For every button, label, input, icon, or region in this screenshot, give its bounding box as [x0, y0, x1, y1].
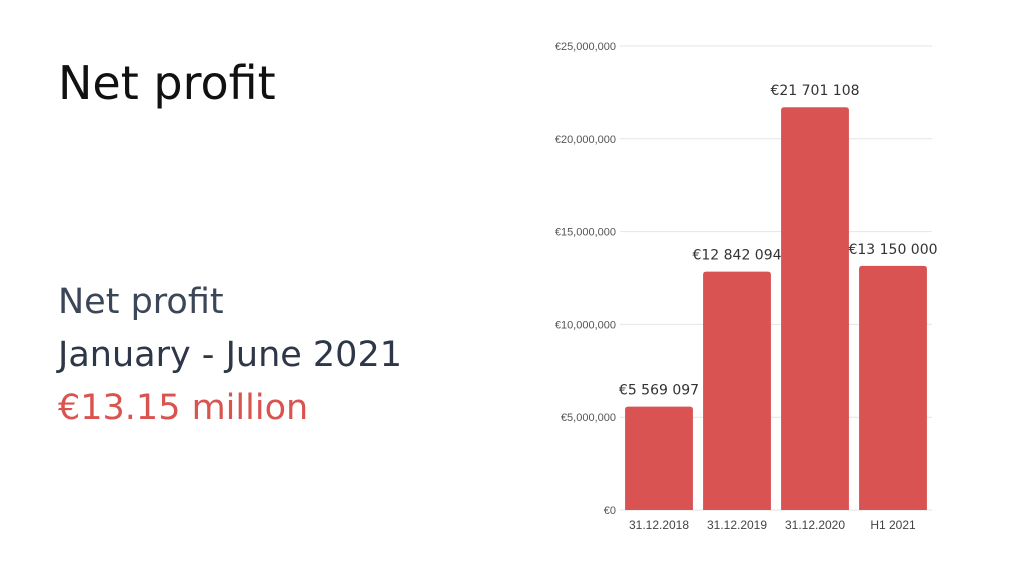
y-tick-label: €20,000,000 — [555, 134, 616, 146]
y-tick-label: €5,000,000 — [561, 412, 616, 424]
bars — [625, 107, 927, 511]
bar-value-label: €21 701 108 — [770, 83, 859, 99]
bar — [781, 107, 849, 511]
value-labels: €5 569 097 €12 842 094 €21 701 108 €13 150 … — [619, 83, 938, 398]
category-label: 31.12.2018 — [629, 518, 689, 532]
category-label: H1 2021 — [870, 518, 916, 532]
bar — [859, 265, 927, 510]
summary-value: €13.15 million — [58, 388, 309, 428]
bar — [703, 271, 771, 510]
y-tick-label: €15,000,000 — [555, 227, 616, 239]
category-labels: 31.12.2018 31.12.2019 31.12.2020 H1 2021 — [629, 518, 916, 532]
summary-period: January - June 2021 — [58, 335, 402, 375]
summary-label: Net profit — [58, 282, 224, 322]
category-label: 31.12.2020 — [785, 518, 845, 532]
bar-value-label: €13 150 000 — [848, 242, 937, 258]
y-tick-label: €10,000,000 — [555, 319, 616, 331]
chart-svg: €0 €5,000,000 €10,000,000 €15,000,000 €20,00… — [555, 41, 938, 532]
y-tick-label: €25,000,000 — [555, 41, 616, 53]
summary-block: Net profit January - June 2021 €13.15 mi… — [58, 276, 402, 435]
category-label: 31.12.2019 — [707, 518, 767, 532]
y-tick-label: €0 — [604, 505, 616, 517]
slide-title: Net profit — [58, 56, 276, 110]
bar — [625, 406, 693, 510]
bar-value-label: €12 842 094 — [692, 248, 781, 264]
y-axis-ticks: €0 €5,000,000 €10,000,000 €15,000,000 €20,00… — [555, 41, 616, 517]
net-profit-bar-chart: €0 €5,000,000 €10,000,000 €15,000,000 €20,00… — [530, 30, 950, 540]
bar-value-label: €5 569 097 — [619, 383, 699, 399]
